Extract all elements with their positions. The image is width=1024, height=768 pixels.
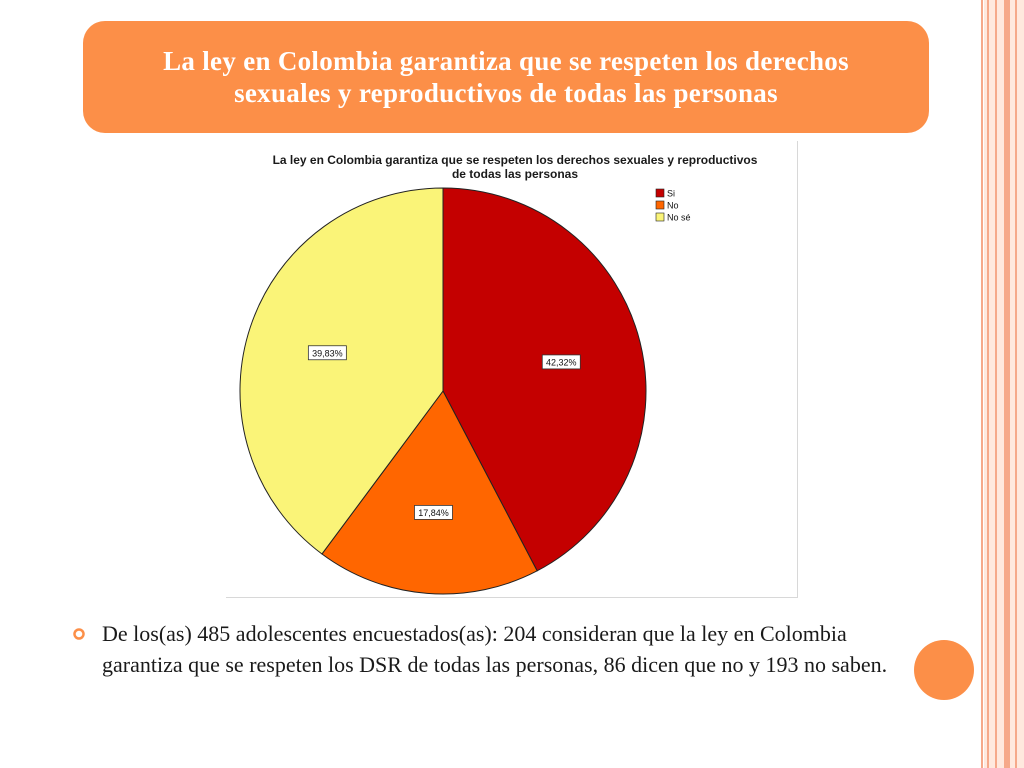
decorative-circle bbox=[914, 640, 974, 700]
pie-slice-1 bbox=[321, 390, 538, 595]
data-label-box-2 bbox=[307, 345, 347, 361]
data-label-1: 17,84% bbox=[418, 508, 449, 518]
legend-label-1: No bbox=[667, 201, 679, 211]
bullet-item: De los(as) 485 adolescentes encuestados(… bbox=[72, 618, 912, 680]
chart-title: La ley en Colombia garantiza que se resp… bbox=[272, 153, 758, 181]
slide-title-banner: La ley en Colombia garantiza que se resp… bbox=[83, 21, 929, 133]
data-label-box-1 bbox=[414, 505, 453, 520]
pie-slices bbox=[239, 187, 647, 595]
pie-slice-0 bbox=[442, 187, 647, 572]
pie-slice-2 bbox=[239, 187, 444, 555]
legend-swatch-0 bbox=[655, 188, 665, 198]
data-label-box-0 bbox=[541, 354, 581, 370]
slide-title: La ley en Colombia garantiza que se resp… bbox=[163, 46, 849, 108]
legend-label-0: Si bbox=[667, 189, 675, 199]
pie-chart: La ley en Colombia garantiza que se resp… bbox=[239, 153, 758, 595]
chart-legend: Si No No sé bbox=[655, 188, 691, 223]
chart-area: La ley en Colombia garantiza que se resp… bbox=[226, 141, 798, 598]
data-label-2: 39,83% bbox=[312, 348, 343, 358]
data-label-0: 42,32% bbox=[546, 357, 577, 367]
bullet-text: De los(as) 485 adolescentes encuestados(… bbox=[102, 621, 888, 677]
legend-swatch-1 bbox=[655, 200, 665, 210]
pie-data-labels: 42,32% 17,84% 39,83% bbox=[307, 345, 581, 520]
legend-label-2: No sé bbox=[667, 213, 691, 223]
ring-bullet-icon bbox=[73, 628, 85, 640]
legend-swatch-2 bbox=[655, 212, 665, 222]
